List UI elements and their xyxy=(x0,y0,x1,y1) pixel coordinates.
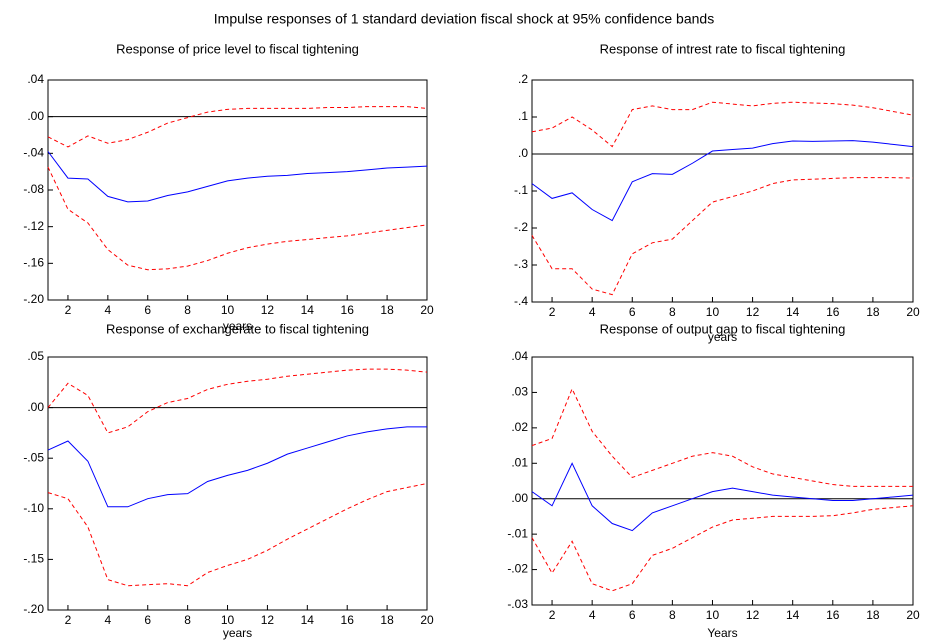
figure-title: Impulse responses of 1 standard deviatio… xyxy=(214,11,714,27)
x-tick-label: 6 xyxy=(629,608,636,622)
y-tick-label: -.16 xyxy=(23,256,44,270)
y-tick-label: -.20 xyxy=(23,602,44,616)
x-tick-label: 18 xyxy=(380,303,394,317)
panel-title: Response of output gap to fiscal tighten… xyxy=(600,321,846,336)
y-tick-label: -.05 xyxy=(23,450,44,464)
x-axis-label: Years xyxy=(707,626,737,640)
x-tick-label: 4 xyxy=(104,613,111,627)
series-line xyxy=(47,166,428,271)
y-tick-label: .04 xyxy=(511,349,528,363)
y-tick-label: .0 xyxy=(518,146,528,160)
y-tick-label: .2 xyxy=(518,72,528,86)
x-tick-label: 2 xyxy=(65,613,72,627)
x-tick-label: 16 xyxy=(341,613,355,627)
x-tick-label: 8 xyxy=(669,608,676,622)
x-tick-label: 6 xyxy=(144,613,151,627)
y-tick-label: -.2 xyxy=(514,220,528,234)
x-tick-label: 4 xyxy=(589,608,596,622)
x-tick-label: 2 xyxy=(549,305,556,319)
x-axis-label: years xyxy=(223,319,252,333)
x-tick-label: 2 xyxy=(65,303,72,317)
x-tick-label: 18 xyxy=(380,613,394,627)
y-tick-label: .1 xyxy=(518,109,528,123)
x-tick-label: 8 xyxy=(184,303,191,317)
x-tick-label: 10 xyxy=(221,613,235,627)
y-tick-label: -.12 xyxy=(23,219,44,233)
y-tick-label: .00 xyxy=(27,400,44,414)
y-tick-label: -.4 xyxy=(514,294,528,308)
y-tick-label: -.08 xyxy=(23,182,44,196)
x-axis-label: years xyxy=(223,626,252,640)
x-tick-label: 14 xyxy=(786,608,800,622)
series-line xyxy=(531,177,914,296)
y-tick-label: -.3 xyxy=(514,257,528,271)
x-tick-label: 6 xyxy=(629,305,636,319)
x-tick-label: 14 xyxy=(301,613,315,627)
y-tick-label: -.04 xyxy=(23,146,44,160)
x-tick-label: 18 xyxy=(866,305,880,319)
y-tick-label: -.01 xyxy=(507,526,528,540)
x-tick-label: 12 xyxy=(746,305,760,319)
plot-frame xyxy=(47,356,428,611)
y-tick-label: -.03 xyxy=(507,597,528,611)
y-tick-label: .00 xyxy=(511,491,528,505)
plot-frame xyxy=(531,79,914,303)
x-tick-label: 16 xyxy=(341,303,355,317)
series-line xyxy=(47,151,428,203)
x-tick-label: 10 xyxy=(706,305,720,319)
x-tick-label: 20 xyxy=(420,613,434,627)
x-tick-label: 14 xyxy=(301,303,315,317)
y-tick-label: -.02 xyxy=(507,562,528,576)
series-line xyxy=(531,101,914,148)
y-tick-label: -.20 xyxy=(23,292,44,306)
series-line xyxy=(531,140,914,222)
x-tick-label: 8 xyxy=(184,613,191,627)
x-tick-label: 12 xyxy=(261,303,275,317)
series-line xyxy=(47,483,428,587)
y-tick-label: .05 xyxy=(27,349,44,363)
series-line xyxy=(47,426,427,508)
x-tick-label: 16 xyxy=(826,608,840,622)
x-tick-label: 10 xyxy=(706,608,720,622)
x-tick-label: 14 xyxy=(786,305,800,319)
y-tick-label: .01 xyxy=(511,455,528,469)
x-tick-label: 20 xyxy=(906,305,920,319)
series-line xyxy=(47,106,428,148)
y-tick-label: -.1 xyxy=(514,183,528,197)
panel-title: Response of intrest rate to fiscal tight… xyxy=(600,41,846,56)
plot-frame xyxy=(531,356,914,606)
series-line xyxy=(531,462,914,532)
x-tick-label: 18 xyxy=(866,608,880,622)
y-tick-label: .03 xyxy=(511,385,528,399)
x-tick-label: 6 xyxy=(144,303,151,317)
series-line xyxy=(531,505,914,592)
x-tick-label: 8 xyxy=(669,305,676,319)
series-line xyxy=(47,368,428,434)
y-tick-label: .02 xyxy=(511,420,528,434)
x-tick-label: 20 xyxy=(420,303,434,317)
x-tick-label: 10 xyxy=(221,303,235,317)
y-tick-label: .00 xyxy=(27,109,44,123)
x-tick-label: 4 xyxy=(589,305,596,319)
x-tick-label: 12 xyxy=(261,613,275,627)
x-tick-label: 20 xyxy=(906,608,920,622)
x-tick-label: 2 xyxy=(549,608,556,622)
x-tick-label: 4 xyxy=(104,303,111,317)
y-tick-label: -.10 xyxy=(23,501,44,515)
y-tick-label: -.15 xyxy=(23,552,44,566)
x-axis-label: years xyxy=(708,330,737,344)
panel-title: Response of price level to fiscal tighte… xyxy=(116,41,359,56)
x-tick-label: 12 xyxy=(746,608,760,622)
series-line xyxy=(531,387,913,487)
y-tick-label: .04 xyxy=(27,72,44,86)
panel-title: Response of exchangerate to fiscal tight… xyxy=(106,321,369,336)
plot-frame xyxy=(47,79,428,301)
x-tick-label: 16 xyxy=(826,305,840,319)
